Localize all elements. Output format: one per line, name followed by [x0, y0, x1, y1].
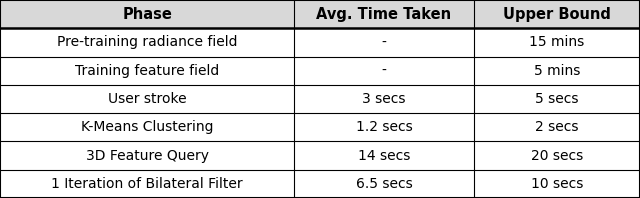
Text: -: - — [381, 35, 387, 50]
Text: 10 secs: 10 secs — [531, 177, 583, 191]
Text: 3D Feature Query: 3D Feature Query — [86, 148, 209, 163]
Bar — [0, 28, 640, 198]
Text: 20 secs: 20 secs — [531, 148, 583, 163]
Text: 2 secs: 2 secs — [535, 120, 579, 134]
Text: Phase: Phase — [122, 7, 172, 22]
Text: 1 Iteration of Bilateral Filter: 1 Iteration of Bilateral Filter — [51, 177, 243, 191]
Text: 5 mins: 5 mins — [534, 64, 580, 78]
Text: 5 secs: 5 secs — [535, 92, 579, 106]
Text: Pre-training radiance field: Pre-training radiance field — [57, 35, 237, 50]
Text: 1.2 secs: 1.2 secs — [356, 120, 412, 134]
Text: -: - — [381, 64, 387, 78]
Text: 15 mins: 15 mins — [529, 35, 584, 50]
Text: 14 secs: 14 secs — [358, 148, 410, 163]
Bar — [0, 0, 640, 28]
Text: 3 secs: 3 secs — [362, 92, 406, 106]
Text: Avg. Time Taken: Avg. Time Taken — [316, 7, 452, 22]
Text: K-Means Clustering: K-Means Clustering — [81, 120, 214, 134]
Text: User stroke: User stroke — [108, 92, 186, 106]
Text: Upper Bound: Upper Bound — [503, 7, 611, 22]
Text: 6.5 secs: 6.5 secs — [356, 177, 412, 191]
Text: Training feature field: Training feature field — [75, 64, 220, 78]
